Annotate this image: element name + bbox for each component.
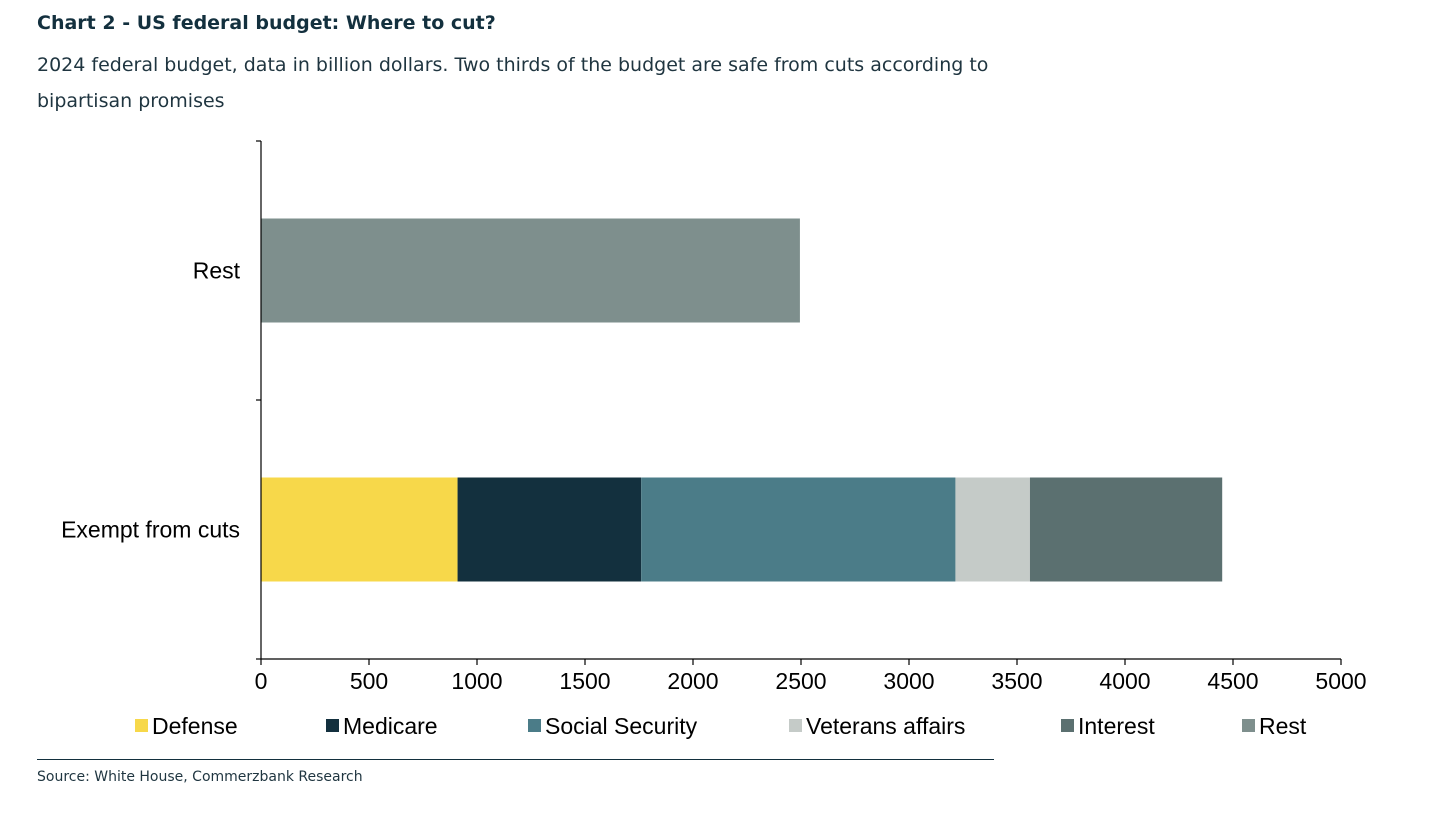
bar-exempt-from-cuts-medicare [457,477,642,582]
legend-swatch-defense [135,719,148,732]
legend-label-defense: Defense [152,713,238,739]
x-tick-label: 1000 [451,668,502,694]
legend-swatch-veterans-affairs [789,719,802,732]
bar-rest-rest [261,218,800,323]
legend-label-social-security: Social Security [545,713,698,739]
bars-group [261,218,1223,582]
legend: Defense Medicare Social Security Veterans a… [135,713,1307,739]
x-tick-label: 500 [350,668,388,694]
x-tick-label: 2000 [667,668,718,694]
bar-exempt-from-cuts-veterans-affairs [955,477,1030,582]
category-label-exempt-from-cuts: Exempt from cuts [61,517,240,543]
bar-exempt-from-cuts-interest [1029,477,1223,582]
legend-label-medicare: Medicare [343,713,438,739]
source-note: Source: White House, Commerzbank Researc… [37,769,363,785]
legend-label-veterans-affairs: Veterans affairs [806,713,965,739]
x-tick-label: 3500 [991,668,1042,694]
bar-chart: Rest Exempt from cuts 0 500 1000 1500 2000 2500… [61,140,1367,739]
x-tick-label: 0 [255,668,268,694]
source-divider [37,759,994,760]
chart-title: Chart 2 - US federal budget: Where to cu… [37,12,496,34]
x-tick-label: 1500 [559,668,610,694]
legend-swatch-interest [1061,719,1074,732]
legend-swatch-medicare [326,719,339,732]
legend-swatch-rest [1242,719,1255,732]
x-tick-label: 2500 [775,668,826,694]
x-tick-label: 4500 [1207,668,1258,694]
x-tick-label: 4000 [1099,668,1150,694]
x-tick-label: 5000 [1315,668,1366,694]
category-label-rest: Rest [193,258,241,284]
bar-exempt-from-cuts-social-security [641,477,956,582]
legend-label-interest: Interest [1078,713,1155,739]
bar-exempt-from-cuts-defense [261,477,458,582]
chart-subtitle: 2024 federal budget, data in billion dol… [37,54,989,112]
legend-swatch-social-security [528,719,541,732]
x-tick-label: 3000 [883,668,934,694]
axes-group: Rest Exempt from cuts 0 500 1000 1500 2000 2500… [61,140,1367,694]
legend-label-rest: Rest [1259,713,1307,739]
